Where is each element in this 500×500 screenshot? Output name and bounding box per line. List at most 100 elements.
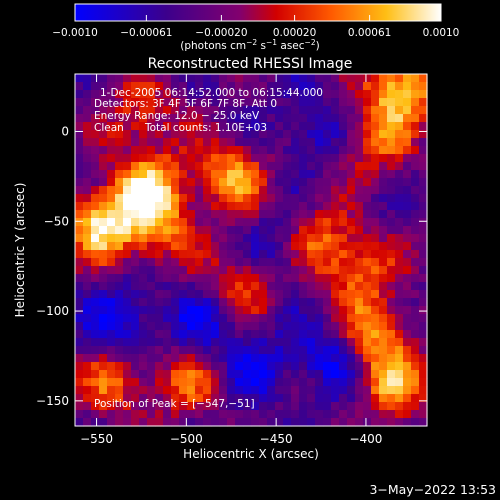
heatmap-cell bbox=[227, 346, 236, 355]
heatmap-cell bbox=[395, 378, 404, 387]
heatmap-cell bbox=[379, 418, 388, 427]
heatmap-cell bbox=[163, 74, 172, 83]
heatmap-cell bbox=[371, 194, 380, 203]
heatmap-cell bbox=[83, 186, 92, 195]
heatmap-cell bbox=[299, 290, 308, 299]
heatmap-cell bbox=[363, 298, 372, 307]
heatmap-cell bbox=[75, 194, 84, 203]
heatmap-cell bbox=[331, 202, 340, 211]
heatmap-cell bbox=[227, 418, 236, 427]
heatmap-cell bbox=[171, 330, 180, 339]
heatmap-cell bbox=[227, 242, 236, 251]
heatmap-cell bbox=[107, 202, 116, 211]
heatmap-cell bbox=[339, 226, 348, 235]
heatmap-cell bbox=[195, 410, 204, 419]
heatmap-cell bbox=[251, 242, 260, 251]
heatmap-cell bbox=[387, 378, 396, 387]
heatmap-cell bbox=[347, 306, 356, 315]
heatmap-cell bbox=[131, 162, 140, 171]
heatmap-cell bbox=[259, 338, 268, 347]
heatmap-cell bbox=[283, 186, 292, 195]
heatmap-cell bbox=[155, 170, 164, 179]
heatmap-cell bbox=[107, 298, 116, 307]
heatmap-cell bbox=[275, 210, 284, 219]
heatmap-cell bbox=[411, 146, 420, 155]
heatmap-cell bbox=[251, 290, 260, 299]
heatmap-cell bbox=[259, 218, 268, 227]
heatmap-cell bbox=[315, 378, 324, 387]
heatmap-cell bbox=[235, 346, 244, 355]
heatmap-cell bbox=[331, 314, 340, 323]
heatmap-cell bbox=[411, 82, 420, 91]
heatmap-cell bbox=[75, 418, 84, 427]
heatmap-cell bbox=[387, 114, 396, 123]
heatmap-cell bbox=[267, 90, 276, 99]
heatmap-cell bbox=[139, 218, 148, 227]
heatmap-cell bbox=[83, 114, 92, 123]
heatmap-cell bbox=[147, 418, 156, 427]
heatmap-cell bbox=[347, 106, 356, 115]
heatmap-cell bbox=[91, 250, 100, 259]
heatmap-cell bbox=[99, 346, 108, 355]
heatmap-cell bbox=[315, 402, 324, 411]
heatmap-cell bbox=[315, 370, 324, 379]
heatmap-cell bbox=[355, 258, 364, 267]
heatmap-cell bbox=[83, 322, 92, 331]
heatmap-cell bbox=[331, 218, 340, 227]
heatmap-cell bbox=[107, 170, 116, 179]
heatmap-cell bbox=[419, 186, 428, 195]
heatmap-cell bbox=[331, 106, 340, 115]
heatmap-cell bbox=[411, 194, 420, 203]
heatmap-cell bbox=[339, 130, 348, 139]
heatmap-cell bbox=[171, 114, 180, 123]
heatmap-cell bbox=[379, 394, 388, 403]
heatmap-cell bbox=[283, 90, 292, 99]
heatmap-cell bbox=[403, 386, 412, 395]
heatmap-cell bbox=[395, 178, 404, 187]
heatmap-cell bbox=[315, 242, 324, 251]
heatmap-cell bbox=[251, 178, 260, 187]
heatmap-cell bbox=[355, 82, 364, 91]
heatmap-cell bbox=[227, 306, 236, 315]
heatmap-cell bbox=[283, 146, 292, 155]
heatmap-cell bbox=[395, 98, 404, 107]
heatmap-cell bbox=[131, 330, 140, 339]
heatmap-cell bbox=[339, 146, 348, 155]
heatmap-cell bbox=[299, 370, 308, 379]
heatmap-cell bbox=[307, 226, 316, 235]
heatmap-cell bbox=[419, 90, 428, 99]
heatmap-cell bbox=[283, 370, 292, 379]
heatmap-cell bbox=[179, 138, 188, 147]
heatmap-cell bbox=[211, 266, 220, 275]
heatmap-cell bbox=[251, 114, 260, 123]
heatmap-cell bbox=[379, 346, 388, 355]
heatmap-cell bbox=[315, 266, 324, 275]
heatmap-cell bbox=[339, 282, 348, 291]
heatmap-cell bbox=[355, 210, 364, 219]
heatmap-cell bbox=[315, 130, 324, 139]
heatmap-cell bbox=[395, 202, 404, 211]
heatmap-cell bbox=[267, 338, 276, 347]
heatmap-cell bbox=[419, 402, 428, 411]
x-tick-label: −400 bbox=[349, 432, 382, 446]
heatmap-cell bbox=[147, 74, 156, 83]
heatmap-cell bbox=[339, 242, 348, 251]
heatmap-cell bbox=[123, 306, 132, 315]
heatmap-cell bbox=[283, 322, 292, 331]
heatmap-cell bbox=[131, 114, 140, 123]
heatmap-cell bbox=[299, 330, 308, 339]
heatmap-cell bbox=[203, 106, 212, 115]
heatmap-cell bbox=[211, 186, 220, 195]
heatmap-cell bbox=[187, 106, 196, 115]
heatmap-cell bbox=[307, 266, 316, 275]
heatmap-cell bbox=[107, 122, 116, 131]
heatmap-cell bbox=[187, 178, 196, 187]
heatmap-cell bbox=[315, 354, 324, 363]
heatmap-cell bbox=[339, 138, 348, 147]
heatmap-cell bbox=[331, 130, 340, 139]
heatmap-cell bbox=[307, 154, 316, 163]
heatmap-cell bbox=[99, 354, 108, 363]
heatmap-cell bbox=[323, 242, 332, 251]
heatmap-cell bbox=[355, 314, 364, 323]
heatmap-cell bbox=[323, 402, 332, 411]
